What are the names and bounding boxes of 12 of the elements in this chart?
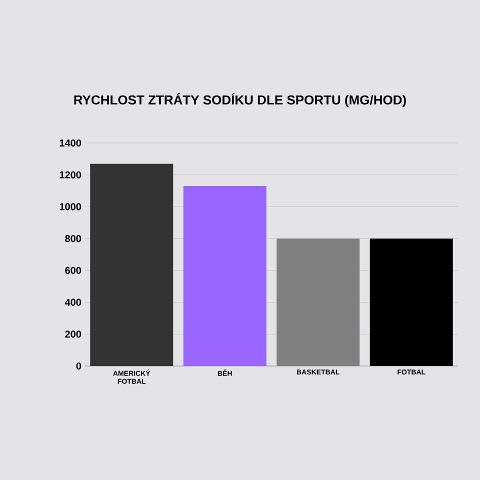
y-tick-label: 1400: [60, 139, 82, 147]
chart-title: RYCHLOST ZTRÁTY SODÍKU DLE SPORTU (MG/HOD): [74, 92, 406, 108]
y-tick-label: 0: [76, 362, 82, 370]
y-tick-label: 1200: [60, 171, 82, 178]
y-tick-label: 600: [65, 266, 82, 274]
y-tick-label: 200: [65, 330, 82, 338]
y-tick-label: 800: [65, 235, 82, 242]
y-tick-label: 400: [64, 298, 82, 306]
bar: [90, 164, 174, 366]
y-tick-label: 1000: [60, 203, 82, 210]
bar: [370, 238, 453, 366]
bar: [183, 186, 266, 366]
